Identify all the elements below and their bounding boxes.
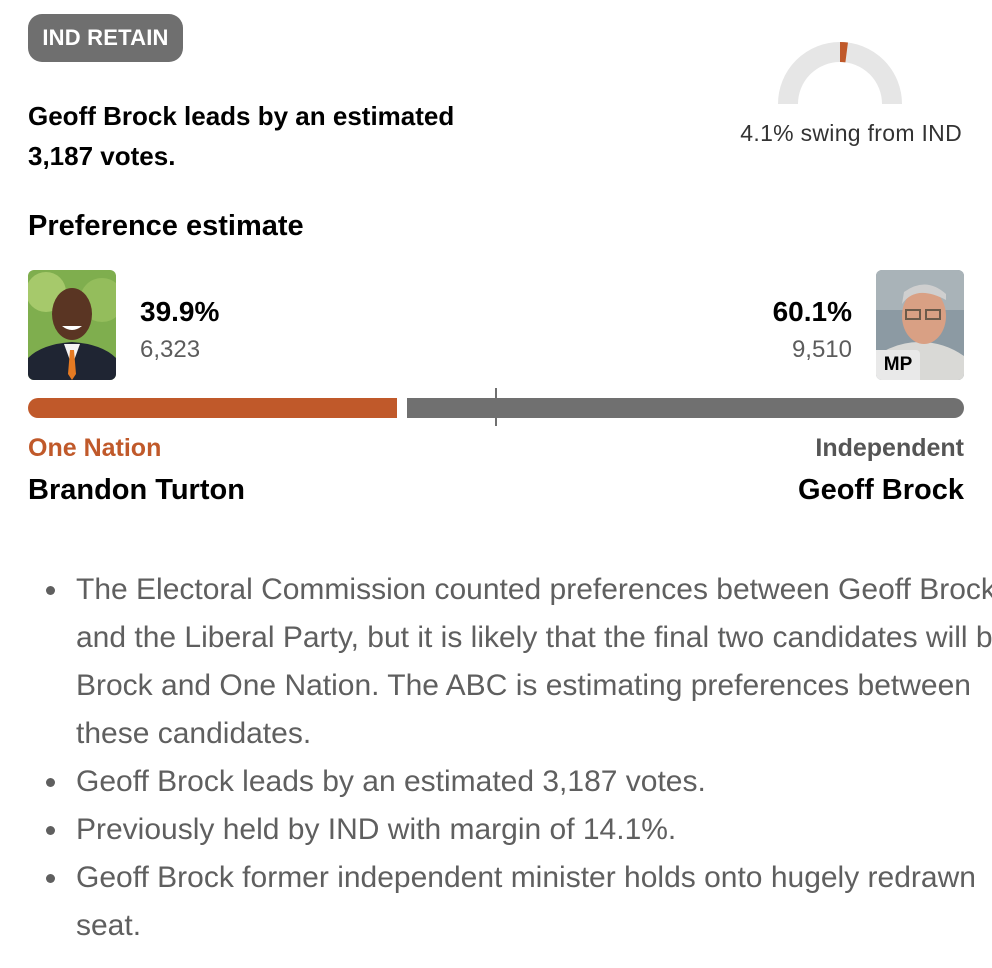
candidate-votes-right: 9,510 [791, 336, 852, 363]
preference-bar-left [28, 398, 397, 418]
headline: Geoff Brock leads by an estimated 3,187 … [28, 96, 548, 176]
candidate-photo-brock: MP [876, 270, 964, 380]
section-title: Preference estimate [28, 210, 304, 242]
candidate-name-right: Geoff Brock [798, 474, 964, 506]
candidate-votes-left: 6,323 [140, 336, 201, 363]
headline-line-1: Geoff Brock leads by an estimated [28, 101, 455, 131]
candidate-percent-right: 60.1% [772, 296, 852, 327]
notes-list: The Electoral Commission counted prefere… [28, 566, 992, 950]
swing-label: 4.1% swing from IND [740, 120, 962, 146]
mp-tag: MP [876, 350, 920, 380]
candidate-party-left: One Nation [28, 434, 162, 462]
note-item: Previously held by IND with margin of 14… [46, 806, 992, 854]
candidate-name-left: Brandon Turton [28, 474, 245, 506]
majority-marker [495, 388, 497, 426]
preference-bar [28, 398, 964, 418]
note-item: The Electoral Commission counted prefere… [46, 566, 992, 758]
note-item: Geoff Brock leads by an estimated 3,187 … [46, 758, 992, 806]
candidate-percent-left: 39.9% [140, 296, 220, 327]
preference-bar-right [407, 398, 964, 418]
swing-gauge-track [778, 42, 902, 105]
status-badge: IND RETAIN [28, 14, 183, 62]
candidate-photo-turton [28, 270, 116, 380]
headline-line-2: 3,187 votes. [28, 141, 176, 171]
candidate-party-right: Independent [815, 434, 964, 462]
swing-gauge [778, 41, 902, 105]
note-item: Geoff Brock former independent minister … [46, 854, 992, 950]
